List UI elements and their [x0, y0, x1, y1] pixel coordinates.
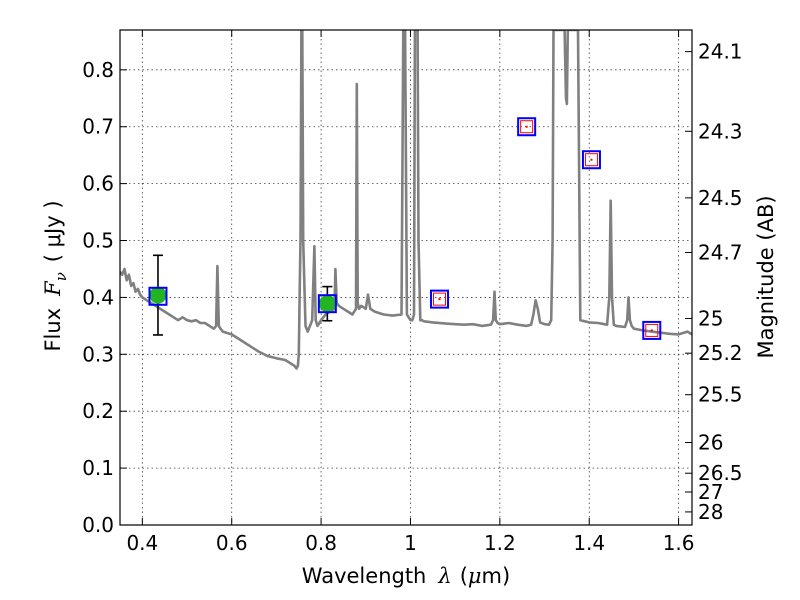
- y-tick-label: 0.6: [82, 172, 114, 196]
- synthetic-dot: [650, 329, 653, 332]
- y-axis-label-prefix: Flux: [41, 308, 65, 352]
- y2-tick-label: 25.5: [698, 383, 743, 407]
- synthetic-dot: [525, 125, 528, 128]
- x-tick-label: 0.6: [216, 531, 248, 555]
- y2-tick-label: 25: [698, 306, 723, 330]
- x-tick-label: 0.4: [126, 531, 158, 555]
- y2-axis-label: Magnitude (AB): [754, 195, 778, 358]
- x-axis-label-unit-open: (: [460, 564, 468, 588]
- spectrum-line: [120, 30, 692, 370]
- x-tick-label: 0.8: [305, 531, 337, 555]
- observed-point: [318, 295, 336, 313]
- x-axis-label-symbol: λ: [437, 564, 451, 588]
- x-tick-label: 1: [404, 531, 417, 555]
- model-squares: [148, 117, 662, 340]
- model-square: [581, 150, 601, 170]
- synthetic-square: [433, 292, 447, 306]
- x-tick-label: 1.6: [663, 531, 695, 555]
- x-axis-label-prefix: Wavelength: [302, 564, 427, 588]
- y-axis-label: Flux Fν ( μJy ): [41, 200, 70, 351]
- y-tick-label: 0.1: [82, 456, 114, 480]
- model-square: [148, 286, 168, 306]
- x-axis-label-unit-rest: m): [482, 564, 511, 588]
- synthetic-dot: [590, 158, 593, 161]
- plot-frame: [119, 29, 693, 526]
- model-square: [430, 289, 450, 309]
- x-tick-label: 1.4: [573, 531, 605, 555]
- x-tick-label: 1.2: [484, 531, 516, 555]
- x-axis-label: Wavelength λ (μm): [302, 564, 510, 588]
- y-tick-label: 0.3: [82, 342, 114, 366]
- axis-ticks: [120, 30, 692, 526]
- y-tick-label: 0.0: [82, 513, 114, 537]
- y2-tick-label: 28: [698, 500, 723, 524]
- tick-labels: 0.4 0.6 0.8 1 1.2 1.4 1.6 0.0 0.1 0.2 0.3 0.4 0.5 0.6…: [82, 40, 742, 555]
- y2-tick-label: 26.5: [698, 461, 743, 485]
- y2-tick-label: 24.1: [698, 40, 743, 64]
- y-tick-label: 0.8: [82, 58, 114, 82]
- observed-points: [149, 286, 336, 313]
- synthetic-dot: [438, 298, 441, 301]
- y-tick-label: 0.5: [82, 229, 114, 253]
- synthetic-square: [645, 323, 659, 337]
- y-tick-label: 0.7: [82, 115, 114, 139]
- y-tick-label: 0.4: [82, 285, 114, 309]
- model-square: [317, 294, 337, 314]
- y-tick-label: 0.2: [82, 399, 114, 423]
- y2-tick-label: 24.5: [698, 186, 743, 210]
- grid-lines: [120, 30, 692, 526]
- synthetic-square: [584, 153, 598, 167]
- y2-tick-label: 25.2: [698, 341, 743, 365]
- y-axis-label-symbol: F: [41, 280, 65, 297]
- y-axis-label-unit: ( μJy ): [41, 200, 65, 262]
- x-axis-label-unit-mu: μ: [468, 564, 482, 588]
- y-axis-label-subscript: ν: [52, 272, 70, 281]
- synthetic-square: [520, 120, 534, 134]
- y2-tick-label: 27: [698, 480, 723, 504]
- observed-point: [149, 286, 167, 304]
- y2-tick-label: 26: [698, 431, 723, 455]
- y2-tick-label: 24.3: [698, 119, 743, 143]
- model-square: [517, 117, 537, 137]
- model-square: [642, 320, 662, 340]
- y2-tick-label: 24.7: [698, 240, 743, 264]
